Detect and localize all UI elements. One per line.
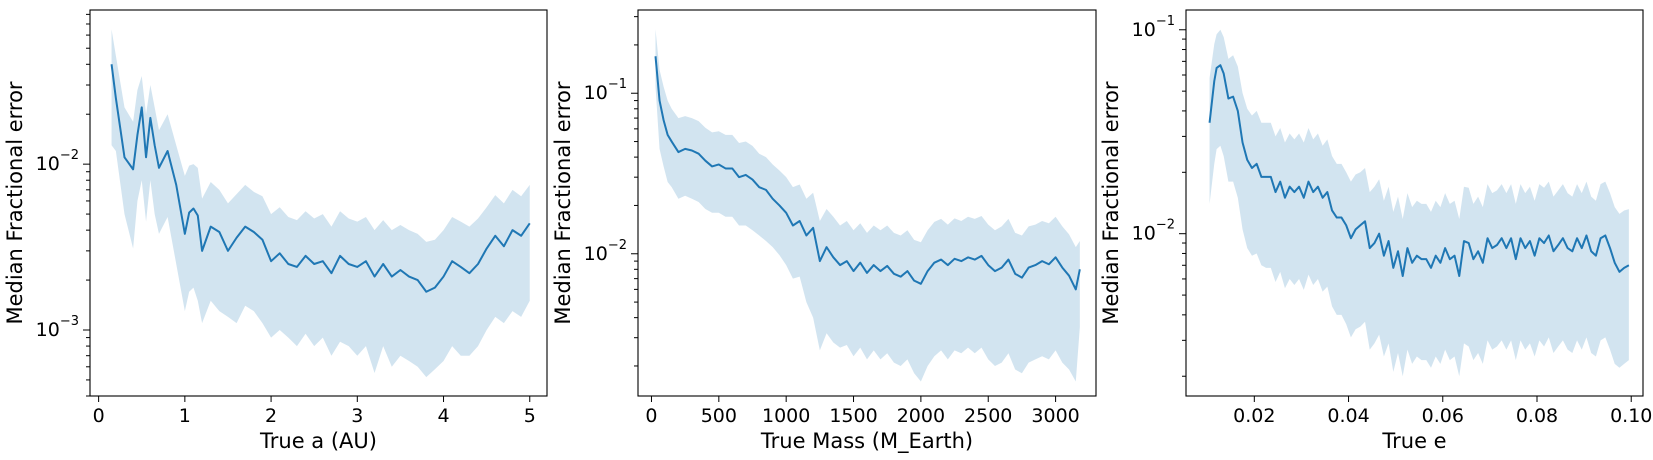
median-line-e	[1208, 64, 1630, 278]
y-tick-label-a: 10−3	[36, 314, 79, 341]
x-axis-label-a: True a (AU)	[259, 429, 377, 453]
y-tick-label-e: 10−1	[1132, 13, 1175, 40]
plot-frame-a	[89, 9, 548, 397]
x-tick-label-mass: 500	[701, 405, 737, 427]
y-tick-label-mass: 10−2	[584, 237, 627, 264]
panel-a: 0 1 2 3 4 5 10−3 10−2 True a (AU) Median Fraction…	[3, 9, 548, 453]
y-axis-label-mass: Median Fractional error	[551, 81, 575, 324]
x-tick-label-mass: 1000	[762, 405, 810, 427]
x-tick-label-a: 4	[437, 405, 449, 427]
y-axis-label-e: Median Fractional error	[1099, 81, 1123, 324]
x-axis-label-mass: True Mass (M_Earth)	[760, 429, 973, 454]
x-tick-label-mass: 2000	[897, 405, 945, 427]
median-line-a	[110, 64, 531, 293]
error-band-mass	[655, 29, 1080, 382]
x-axis-label-e: True e	[1381, 429, 1446, 453]
x-tick-label-mass: 3000	[1031, 405, 1079, 427]
x-tick-label-e: 0.06	[1422, 405, 1464, 427]
plot-frame-e	[1185, 9, 1644, 397]
x-tick-label-e: 0.04	[1327, 405, 1369, 427]
error-band-e	[1209, 29, 1629, 377]
x-tick-label-a: 0	[93, 405, 105, 427]
panel-mass: 0 500 1000 1500 2000 2500 3000 10−2 10−1 True Mas…	[551, 9, 1097, 454]
x-tick-label-a: 3	[351, 405, 363, 427]
median-line-mass	[654, 56, 1081, 291]
x-tick-label-mass: 2500	[964, 405, 1012, 427]
y-tick-label-mass: 10−1	[584, 77, 627, 104]
x-tick-label-e: 0.02	[1233, 405, 1275, 427]
y-tick-label-e: 10−2	[1132, 217, 1175, 244]
x-tick-label-e: 0.08	[1516, 405, 1558, 427]
x-tick-label-a: 2	[265, 405, 277, 427]
x-tick-label-a: 5	[524, 405, 536, 427]
panel-e: 0.02 0.04 0.06 0.08 0.10 10−2 10−1 True e Median…	[1099, 9, 1652, 453]
plot-frame-mass	[637, 9, 1097, 397]
x-tick-label-mass: 0	[645, 405, 657, 427]
y-axis-label-a: Median Fractional error	[3, 81, 27, 324]
error-band-a	[111, 29, 530, 378]
y-tick-label-a: 10−2	[36, 148, 79, 175]
x-tick-label-a: 1	[179, 405, 191, 427]
x-tick-label-e: 0.10	[1610, 405, 1652, 427]
x-tick-label-mass: 1500	[829, 405, 877, 427]
